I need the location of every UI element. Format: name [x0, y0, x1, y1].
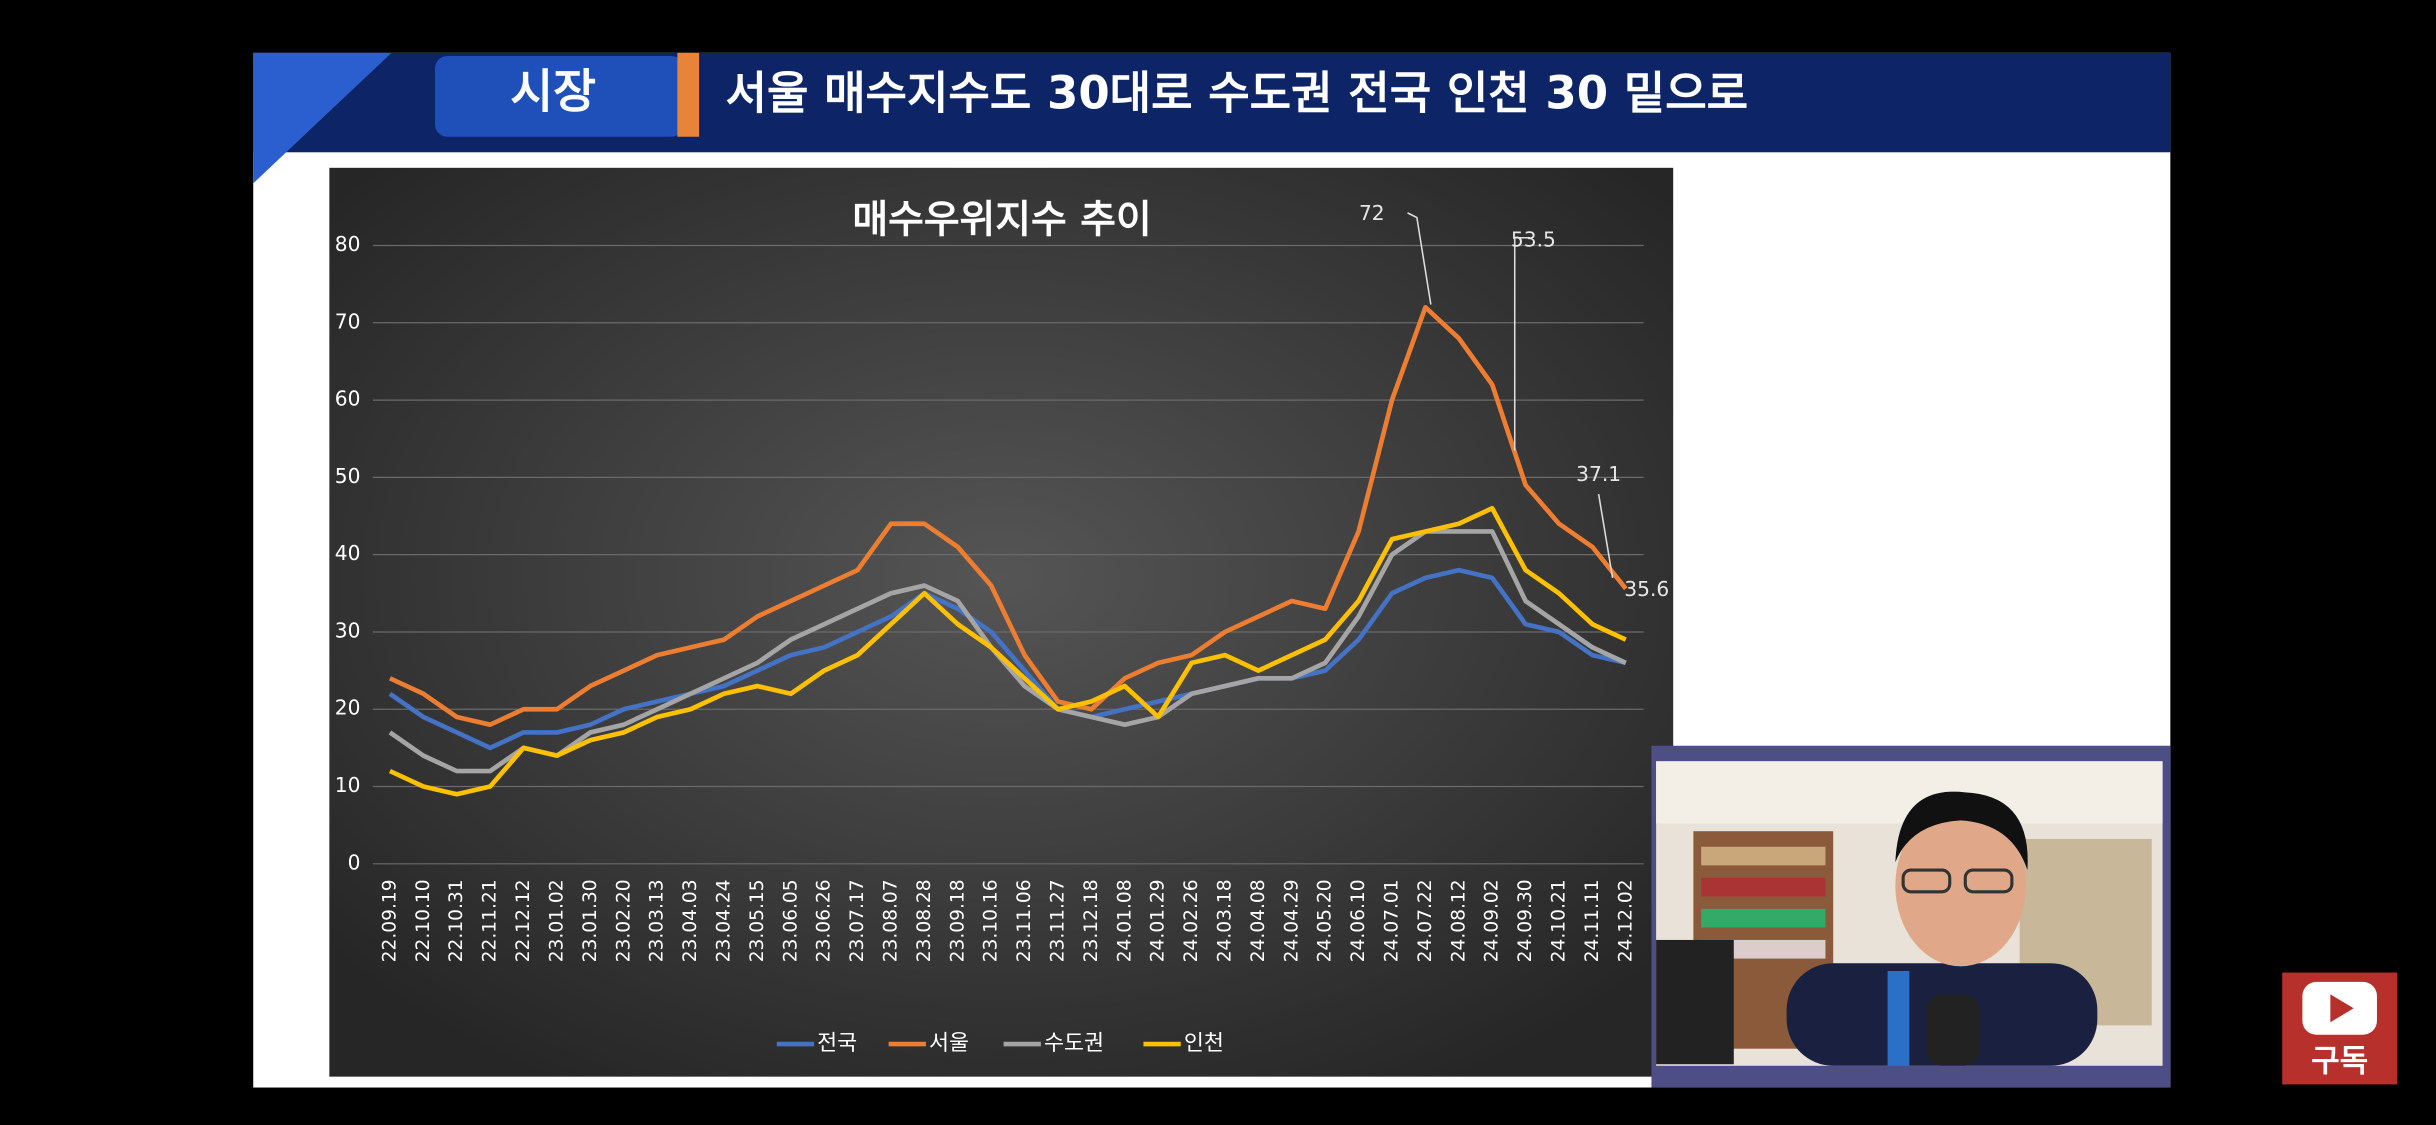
x-tick-label: 23.06.05: [780, 879, 801, 962]
x-tick-label: 22.10.10: [413, 879, 434, 962]
annotation-leader: [1513, 236, 1531, 451]
x-tick-label: 24.03.18: [1214, 879, 1235, 962]
x-tick-label: 23.08.28: [914, 879, 935, 962]
x-tick-label: 22.10.31: [446, 879, 467, 962]
y-tick-label: 80: [335, 232, 361, 256]
x-tick-label: 22.09.19: [379, 879, 400, 962]
x-tick-label: 24.05.20: [1315, 879, 1336, 962]
series-line: [388, 567, 1627, 751]
x-tick-label: 23.01.02: [546, 879, 567, 962]
annotation: 35.6: [1624, 577, 1669, 601]
y-tick-label: 20: [335, 696, 361, 720]
subscribe-button[interactable]: 구독: [2282, 972, 2398, 1085]
x-tick-label: 24.08.12: [1448, 879, 1469, 962]
y-tick-label: 0: [348, 850, 361, 874]
x-tick-label: 23.02.20: [613, 879, 634, 962]
x-tick-label: 23.01.30: [580, 879, 601, 962]
x-tick-label: 23.05.15: [747, 879, 768, 962]
x-tick-label: 24.11.11: [1582, 879, 1603, 962]
y-tick-label: 70: [335, 309, 361, 333]
webcam: [1651, 745, 2171, 1088]
x-tick-label: 24.12.02: [1615, 879, 1636, 962]
legend-label: 인천: [1184, 1031, 1224, 1056]
annotation-leader: [1597, 493, 1614, 579]
legend-label: 전국: [817, 1031, 857, 1056]
series-line: [388, 529, 1627, 774]
legend-label: 수도권: [1044, 1031, 1104, 1056]
x-tick-label: 23.04.03: [680, 879, 701, 962]
x-tick-label: 23.11.06: [1014, 879, 1035, 962]
x-tick-label: 23.10.16: [981, 879, 1002, 962]
annotation: 72: [1359, 201, 1385, 225]
y-tick-label: 60: [335, 387, 361, 411]
tag-box: [435, 55, 684, 137]
x-tick-label: 24.06.10: [1348, 879, 1369, 962]
x-tick-label: 24.10.21: [1549, 879, 1570, 962]
x-tick-label: 23.11.27: [1047, 879, 1068, 962]
x-tick-label: 23.07.17: [847, 879, 868, 962]
series-line: [388, 304, 1628, 728]
tag-stripe: [677, 52, 700, 137]
x-tick-label: 22.12.12: [513, 879, 534, 962]
y-tick-label: 40: [335, 541, 361, 565]
plot: 0 10 20 30 40 50 60 70 80 22.09.19 22.10.10 22.10.3…: [335, 201, 1670, 1056]
subscribe-label[interactable]: 구독: [2311, 1044, 2368, 1080]
y-tick-label: 50: [335, 464, 361, 488]
x-tick-label: 24.09.30: [1515, 879, 1536, 962]
x-tick-label: 23.09.18: [947, 879, 968, 962]
x-tick-label: 24.07.22: [1415, 879, 1436, 962]
x-tick-label: 23.06.26: [814, 879, 835, 962]
y-tick-label: 10: [335, 773, 361, 797]
x-tick-label: 22.11.21: [480, 879, 501, 962]
series-line: [388, 505, 1627, 797]
x-tick-label: 24.07.01: [1382, 879, 1403, 962]
annotation: 37.1: [1576, 462, 1621, 486]
x-tick-label: 23.12.18: [1081, 879, 1102, 962]
x-tick-label: 23.08.07: [880, 879, 901, 962]
x-tick-label: 23.03.13: [647, 879, 668, 962]
x-tick-label: 24.02.26: [1181, 879, 1202, 962]
annotation-leader: [1407, 212, 1432, 305]
x-tick-label: 24.01.08: [1114, 879, 1135, 962]
header-title: 서울 매수지수도 30대로 수도권 전국 인천 30 밑으로: [726, 66, 1749, 119]
annotation: 53.5: [1511, 227, 1556, 251]
chart-area: [329, 167, 1674, 1077]
x-tick-label: 24.04.29: [1281, 879, 1302, 962]
chart-title: 매수우위지수 추이: [852, 198, 1151, 243]
x-tick-label: 23.04.24: [713, 879, 734, 962]
x-tick-label: 24.09.02: [1482, 879, 1503, 962]
x-tick-label: 24.01.29: [1148, 879, 1169, 962]
header-tag: 시장: [510, 64, 596, 118]
x-tick-label: 24.04.08: [1248, 879, 1269, 962]
legend-label: 서울: [929, 1031, 969, 1056]
y-tick-label: 30: [335, 618, 361, 642]
